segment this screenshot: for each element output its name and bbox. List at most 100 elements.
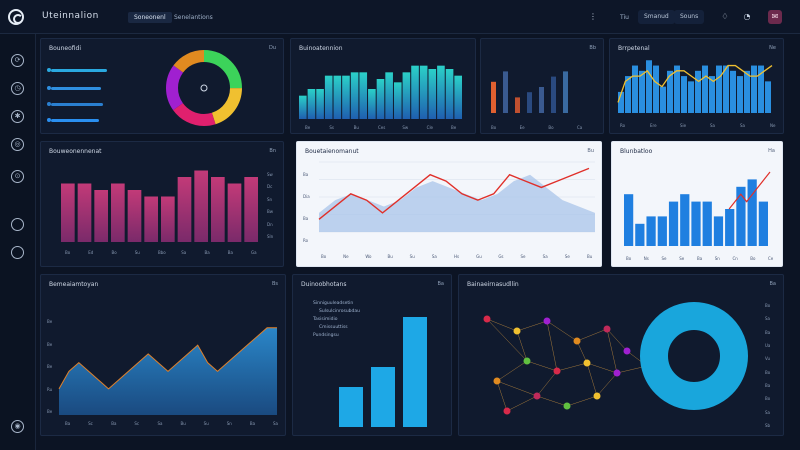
network-node[interactable] [623,347,631,355]
target-icon[interactable]: ⊙ [11,170,24,183]
bar[interactable] [716,65,722,113]
network-node[interactable] [513,327,521,335]
bar[interactable] [751,65,757,113]
bar[interactable] [736,186,746,246]
bar[interactable] [61,183,75,243]
bar[interactable] [551,76,556,113]
bar[interactable] [563,71,568,113]
donut-segment[interactable] [166,50,242,126]
bell-icon[interactable]: ♢ [721,12,729,21]
bar[interactable] [411,65,419,119]
donut-segment[interactable] [166,50,242,126]
bar[interactable] [515,97,520,113]
bar[interactable] [744,70,750,113]
bar[interactable] [403,317,427,427]
donut-segment[interactable] [166,50,242,126]
bar[interactable] [428,69,437,119]
bar[interactable] [419,65,428,119]
filter-button[interactable]: Smanud [638,10,675,24]
bar[interactable] [393,82,402,119]
bar[interactable] [316,89,324,119]
bar[interactable] [681,76,687,113]
bar[interactable] [211,177,225,242]
bar[interactable] [702,65,708,113]
clock-icon[interactable]: ◷ [11,82,24,95]
bar[interactable] [667,70,673,113]
bar[interactable] [725,209,735,246]
bar[interactable] [723,65,729,113]
network-node[interactable] [503,407,511,415]
bar[interactable] [437,65,445,119]
bar[interactable] [339,387,363,427]
bar[interactable] [111,183,125,243]
circle-icon[interactable] [11,218,24,231]
bar[interactable] [77,183,92,243]
bar[interactable] [646,60,652,113]
bar[interactable] [747,179,757,246]
series-line[interactable] [728,171,771,210]
bar[interactable] [454,75,462,119]
logo-icon[interactable] [8,9,24,25]
bar[interactable] [371,367,395,427]
bar[interactable] [127,190,142,242]
bar[interactable] [177,177,192,242]
profile-avatar[interactable]: ✉ [768,10,782,24]
network-node[interactable] [593,392,601,400]
bar[interactable] [161,196,175,243]
bar[interactable] [713,216,724,246]
bar[interactable] [657,216,667,246]
tab-primary[interactable]: Soneonenl [128,12,172,23]
series-line[interactable] [617,64,773,103]
bar[interactable] [503,71,508,113]
bar[interactable] [527,92,532,113]
menu-button[interactable]: Souns [674,10,705,24]
bar[interactable] [244,177,258,242]
bar[interactable] [194,170,208,243]
bar[interactable] [144,196,158,243]
bar[interactable] [660,86,666,113]
bar[interactable] [668,201,679,246]
bar[interactable] [94,190,108,242]
globe-icon[interactable]: ◎ [11,138,24,151]
bar[interactable] [709,76,715,113]
bar[interactable] [646,216,656,246]
bar[interactable] [376,79,385,119]
small-control[interactable]: Tiu [620,14,629,21]
refresh-icon[interactable]: ⟳ [11,54,24,67]
bar[interactable] [350,72,359,119]
tab-secondary[interactable]: Senelantions [174,14,213,21]
bar[interactable] [680,194,690,246]
network-node[interactable] [493,377,501,385]
network-node[interactable] [553,367,561,375]
bar[interactable] [324,75,333,119]
bar[interactable] [737,76,743,113]
bar[interactable] [539,87,544,113]
area-series[interactable] [319,174,595,232]
bar[interactable] [632,65,638,113]
bar[interactable] [227,183,242,243]
bar[interactable] [639,70,645,113]
network-node[interactable] [583,359,591,367]
network-node[interactable] [523,357,531,365]
circle-icon[interactable] [11,246,24,259]
bar[interactable] [402,72,411,119]
bar[interactable] [445,69,454,119]
bar[interactable] [624,194,634,246]
network-node[interactable] [483,315,491,323]
bar[interactable] [333,75,342,119]
network-node[interactable] [573,337,581,345]
bar[interactable] [618,91,624,113]
bar[interactable] [758,201,768,246]
bar[interactable] [674,65,680,113]
series-line[interactable] [318,167,590,220]
bar[interactable] [342,75,350,119]
network-node[interactable] [563,402,571,410]
more-icon[interactable]: ⋮ [589,12,597,21]
settings-icon[interactable]: ✱ [11,110,24,123]
series-line[interactable] [58,327,277,390]
bar[interactable] [385,72,393,119]
bar[interactable] [702,201,712,246]
bar[interactable] [491,81,496,113]
network-node[interactable] [543,317,551,325]
bar[interactable] [691,201,701,246]
